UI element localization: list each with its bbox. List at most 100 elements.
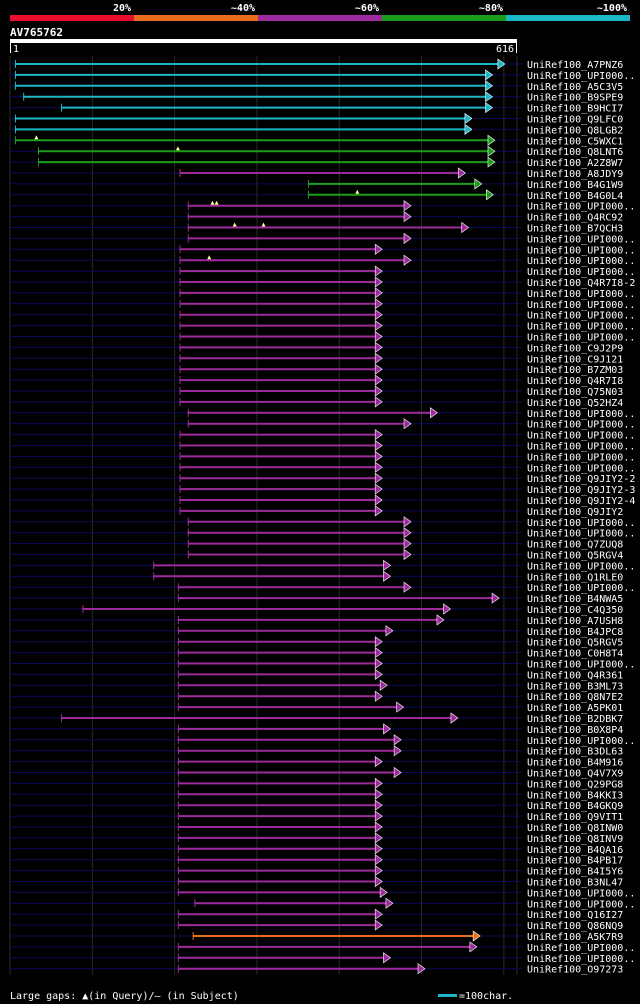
hit-label[interactable]: UniRef100_UPI000..	[527, 660, 635, 671]
hit-label[interactable]: UniRef100_B3ML73	[527, 681, 623, 692]
hit-row[interactable]: UniRef100_B0X8P4	[10, 723, 623, 736]
hit-label[interactable]: UniRef100_C4Q350	[527, 605, 623, 616]
hit-label[interactable]: UniRef100_UPI000..	[527, 954, 635, 965]
hit-row[interactable]: UniRef100_C9J2P9	[10, 341, 623, 354]
hit-label[interactable]: UniRef100_A8JDY9	[527, 169, 623, 180]
hit-row[interactable]: UniRef100_UPI000..	[10, 200, 635, 213]
hit-label[interactable]: UniRef100_B4G0L4	[527, 191, 623, 202]
hit-row[interactable]: UniRef100_UPI000..	[10, 941, 635, 954]
hit-label[interactable]: UniRef100_UPI000..	[527, 322, 635, 333]
hit-label[interactable]: UniRef100_C9J2P9	[527, 343, 623, 354]
hit-row[interactable]: UniRef100_Q9JIY2	[10, 505, 623, 518]
hit-label[interactable]: UniRef100_B4QA16	[527, 845, 623, 856]
hit-label[interactable]: UniRef100_Q7ZUQ8	[527, 540, 623, 551]
hit-row[interactable]: UniRef100_UPI000..	[10, 407, 635, 420]
hit-label[interactable]: UniRef100_UPI000..	[527, 431, 635, 442]
hit-row[interactable]: UniRef100_B3ML73	[10, 679, 623, 692]
hit-label[interactable]: UniRef100_A5C3V5	[527, 82, 623, 93]
hit-label[interactable]: UniRef100_UPI000..	[527, 561, 635, 572]
hit-label[interactable]: UniRef100_Q52HZ4	[527, 398, 623, 409]
hit-label[interactable]: UniRef100_UPI000..	[527, 256, 635, 267]
hit-label[interactable]: UniRef100_Q1RLE0	[527, 572, 623, 583]
hit-row[interactable]: UniRef100_UPI000..	[10, 330, 635, 344]
hit-label[interactable]: UniRef100_B4GKQ9	[527, 801, 623, 812]
hit-label[interactable]: UniRef100_UPI000..	[527, 234, 635, 245]
hit-label[interactable]: UniRef100_Q5RGV5	[527, 638, 623, 649]
hit-label[interactable]: UniRef100_A2Z8W7	[527, 158, 623, 169]
hit-row[interactable]: UniRef100_Q9JIY2-4	[10, 494, 635, 507]
hit-label[interactable]: UniRef100_UPI000..	[527, 245, 635, 256]
hit-row[interactable]: UniRef100_B3NL47	[10, 875, 623, 889]
hit-label[interactable]: UniRef100_Q8N7E2	[527, 692, 623, 703]
hit-label[interactable]: UniRef100_UPI000..	[527, 71, 635, 82]
hit-row[interactable]: UniRef100_UPI000..	[10, 287, 635, 300]
hit-row[interactable]: UniRef100_A7PNZ6	[10, 58, 623, 71]
hit-label[interactable]: UniRef100_B9SPE9	[527, 93, 623, 104]
hit-row[interactable]: UniRef100_Q4R7I8	[10, 374, 623, 387]
hit-label[interactable]: UniRef100_Q16I27	[527, 910, 623, 921]
hit-row[interactable]: UniRef100_A8JDY9	[10, 167, 623, 180]
hit-label[interactable]: UniRef100_B4M916	[527, 758, 623, 769]
hit-label[interactable]: UniRef100_UPI000..	[527, 583, 635, 594]
hit-row[interactable]: UniRef100_C0H8T4	[10, 647, 623, 660]
hit-row[interactable]: UniRef100_A5K7R9	[10, 930, 623, 943]
hit-row[interactable]: UniRef100_B9SPE9	[10, 91, 623, 104]
hit-row[interactable]: UniRef100_C5WXC1	[10, 134, 623, 147]
hit-row[interactable]: UniRef100_B4KKI3	[10, 788, 623, 801]
hit-row[interactable]: UniRef100_Q1RLE0	[10, 570, 623, 583]
hit-row[interactable]: UniRef100_A5PK01	[10, 701, 623, 714]
hit-label[interactable]: UniRef100_B3DL63	[527, 747, 623, 758]
hit-row[interactable]: UniRef100_Q8INW0	[10, 821, 623, 834]
hit-row[interactable]: UniRef100_Q4R361	[10, 668, 623, 681]
hit-row[interactable]: UniRef100_Q7ZUQ8	[10, 538, 623, 551]
hit-row[interactable]: UniRef100_UPI000..	[10, 657, 635, 671]
hit-label[interactable]: UniRef100_A5PK01	[527, 703, 623, 714]
hit-label[interactable]: UniRef100_UPI000..	[527, 463, 635, 474]
hit-label[interactable]: UniRef100_UPI000..	[527, 289, 635, 300]
hit-label[interactable]: UniRef100_B3NL47	[527, 878, 623, 889]
hit-label[interactable]: UniRef100_UPI000..	[527, 333, 635, 344]
hit-row[interactable]: UniRef100_UPI000..	[10, 952, 635, 965]
hit-label[interactable]: UniRef100_A7PNZ6	[527, 60, 623, 71]
hit-label[interactable]: UniRef100_B7ZM03	[527, 365, 623, 376]
hit-label[interactable]: UniRef100_Q8LGB2	[527, 125, 623, 136]
hit-row[interactable]: UniRef100_UPI000..	[10, 309, 635, 322]
hit-row[interactable]: UniRef100_UPI000..	[10, 298, 635, 311]
hit-row[interactable]: UniRef100_Q9JIY2-2	[10, 472, 635, 485]
hit-row[interactable]: UniRef100_UPI000..	[10, 559, 635, 572]
hit-row[interactable]: UniRef100_Q75N03	[10, 385, 623, 398]
hit-row[interactable]: UniRef100_UPI000..	[10, 320, 635, 333]
hit-label[interactable]: UniRef100_B4I5Y6	[527, 867, 623, 878]
hit-row[interactable]: UniRef100_Q8N7E2	[10, 690, 623, 703]
hit-row[interactable]: UniRef100_UPI000..	[10, 581, 635, 594]
hit-row[interactable]: UniRef100_B4JPC8	[10, 625, 623, 638]
hit-row[interactable]: UniRef100_Q8INV9	[10, 832, 623, 845]
hit-row[interactable]: UniRef100_B4NWA5	[10, 592, 623, 605]
hit-row[interactable]: UniRef100_UPI000..	[10, 254, 635, 267]
hit-label[interactable]: UniRef100_B4G1W9	[527, 180, 623, 191]
hit-row[interactable]: UniRef100_Q52HZ4	[10, 396, 623, 409]
hit-row[interactable]: UniRef100_Q9VIT1	[10, 810, 623, 823]
hit-label[interactable]: UniRef100_Q4RC92	[527, 213, 623, 224]
hit-row[interactable]: UniRef100_C9J121	[10, 352, 623, 365]
hit-row[interactable]: UniRef100_UPI000..	[10, 265, 635, 278]
hit-label[interactable]: UniRef100_Q4R7I8-2	[527, 278, 635, 289]
hit-row[interactable]: UniRef100_Q9JIY2-3	[10, 483, 635, 496]
hit-row[interactable]: UniRef100_Q4V7X9	[10, 766, 623, 780]
hit-label[interactable]: UniRef100_Q4V7X9	[527, 769, 623, 780]
hit-row[interactable]: UniRef100_A5C3V5	[10, 80, 623, 93]
hit-label[interactable]: UniRef100_C5WXC1	[527, 136, 623, 147]
hit-row[interactable]: UniRef100_UPI000..	[10, 734, 635, 747]
hit-label[interactable]: UniRef100_B2DBK7	[527, 714, 623, 725]
hit-row[interactable]: UniRef100_Q29PG8	[10, 777, 623, 790]
hit-row[interactable]: UniRef100_Q4R7I8-2	[10, 276, 635, 289]
hit-row[interactable]: UniRef100_C4Q350	[10, 603, 623, 616]
hit-label[interactable]: UniRef100_Q8INW0	[527, 823, 623, 834]
hit-label[interactable]: UniRef100_UPI000..	[527, 452, 635, 463]
hit-label[interactable]: UniRef100_Q9LFC0	[527, 115, 623, 126]
hit-label[interactable]: UniRef100_UPI000..	[527, 899, 635, 910]
hit-row[interactable]: UniRef100_Q5RGV5	[10, 636, 623, 649]
hit-row[interactable]: UniRef100_Q86NQ9	[10, 919, 623, 932]
hit-row[interactable]: UniRef100_UPI000..	[10, 418, 635, 431]
hit-row[interactable]: UniRef100_Q5RGV4	[10, 548, 623, 562]
